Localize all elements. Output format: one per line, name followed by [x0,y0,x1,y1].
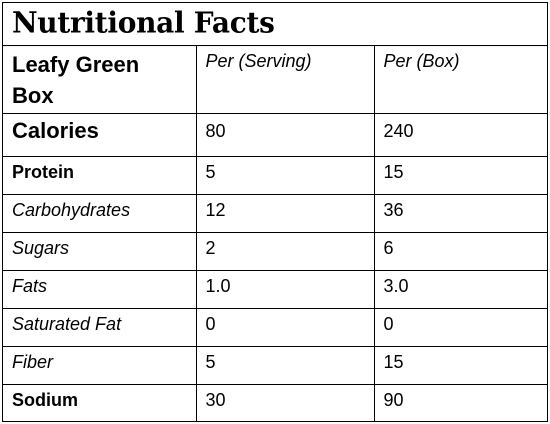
product-name: Leafy Green Box [3,45,197,114]
serving-value: 0 [196,308,375,347]
serving-value: 80 [196,113,375,157]
table-row-calories: Calories 80 240 [3,113,547,157]
serving-value: 30 [196,384,375,422]
nutrient-label: Calories [3,113,197,157]
box-value: 3.0 [374,270,547,309]
table-row-protein: Protein 5 15 [3,156,547,195]
nutrient-label: Protein [3,156,197,195]
serving-value: 2 [196,232,375,271]
box-value: 15 [374,346,547,385]
nutrient-label: Sugars [3,232,197,271]
box-value: 90 [383,389,404,410]
column-header-serving: Per (Serving) [196,45,375,114]
table-row-fats: Fats 1.0 3.0 [3,270,547,309]
box-value: 36 [374,194,547,233]
nutrient-label: Fiber [3,346,197,385]
serving-value: 1.0 [196,270,375,309]
nutrient-label: Saturated Fat [3,308,197,347]
box-value: 240 [374,113,547,157]
column-header-box: Per (Box) [374,45,547,114]
table-header-row: Leafy Green Box Per (Serving) Per (Box) [3,45,547,114]
page-title: Nutritional Facts [3,2,547,47]
serving-value: 5 [196,346,375,385]
table-row-carbohydrates: Carbohydrates 12 36 [3,194,547,233]
table-row-saturated-fat: Saturated Fat 0 0 [3,308,547,347]
table-row-sugars: Sugars 2 6 [3,232,547,271]
nutrient-label: Carbohydrates [3,194,197,233]
box-value: 6 [374,232,547,271]
box-value: 0 [374,308,547,347]
nutrient-label: Sodium [3,384,197,422]
serving-value: 12 [196,194,375,233]
table-row-sodium: Sodium 30 90 [3,384,547,422]
table-row-fiber: Fiber 5 15 [3,346,547,385]
nutrition-table: Leafy Green Box Per (Serving) Per (Box) … [3,45,547,422]
nutrient-label: Fats [3,270,197,309]
box-value: 15 [374,156,547,195]
serving-value: 5 [196,156,375,195]
